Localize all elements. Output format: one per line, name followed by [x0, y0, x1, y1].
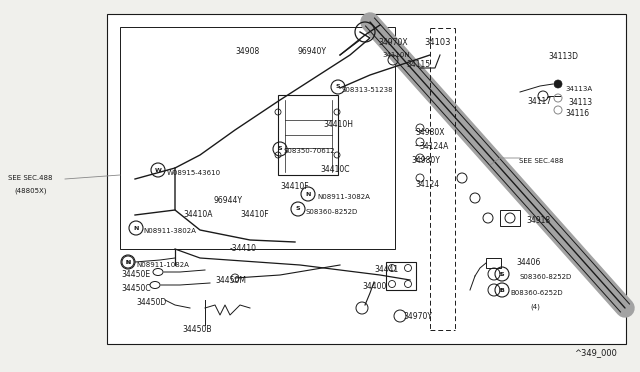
Text: B08360-6252D: B08360-6252D: [510, 290, 563, 296]
Text: 34124: 34124: [415, 180, 439, 189]
Text: N: N: [305, 192, 310, 196]
Text: N: N: [126, 260, 130, 264]
Text: 34406: 34406: [516, 258, 540, 267]
Text: S: S: [296, 206, 300, 212]
Text: 34980X: 34980X: [415, 128, 445, 137]
Text: N: N: [133, 225, 139, 231]
Text: S: S: [278, 147, 282, 151]
Text: 34450C: 34450C: [121, 284, 150, 293]
Text: 34980Y: 34980Y: [411, 156, 440, 165]
Text: 34115: 34115: [406, 60, 430, 69]
Text: 34113D: 34113D: [548, 52, 578, 61]
Text: 34970Y: 34970Y: [403, 312, 432, 321]
Text: 34410F: 34410F: [280, 182, 308, 191]
Text: B: B: [500, 288, 504, 292]
Text: SEE SEC.488: SEE SEC.488: [8, 175, 52, 181]
Text: S08360-8252D: S08360-8252D: [519, 274, 572, 280]
Text: W08915-43610: W08915-43610: [167, 170, 221, 176]
Text: 34450B: 34450B: [182, 325, 211, 334]
FancyBboxPatch shape: [386, 262, 416, 290]
FancyBboxPatch shape: [500, 210, 520, 226]
Text: 34918: 34918: [526, 216, 550, 225]
Text: B: B: [498, 288, 502, 292]
Text: 34410H: 34410H: [323, 120, 353, 129]
Text: 34908: 34908: [235, 47, 259, 56]
Text: N08911-1082A: N08911-1082A: [136, 262, 189, 268]
Text: (48805X): (48805X): [14, 187, 47, 193]
Text: 34410A: 34410A: [183, 210, 212, 219]
Circle shape: [554, 80, 562, 88]
Text: 34441: 34441: [374, 265, 398, 274]
Text: S08350-70612: S08350-70612: [284, 148, 335, 154]
Text: 34113: 34113: [568, 98, 592, 107]
Text: 34116: 34116: [565, 109, 589, 118]
Text: 96944Y: 96944Y: [214, 196, 243, 205]
FancyBboxPatch shape: [486, 258, 501, 268]
Text: 34450M: 34450M: [215, 276, 246, 285]
Text: 34450E: 34450E: [121, 270, 150, 279]
FancyBboxPatch shape: [107, 14, 626, 344]
Text: -34410: -34410: [230, 244, 257, 253]
Text: 34410C: 34410C: [320, 165, 349, 174]
Text: 34110N: 34110N: [382, 52, 410, 58]
Text: 34124A: 34124A: [419, 142, 449, 151]
Text: S08360-8252D: S08360-8252D: [305, 209, 357, 215]
Text: W: W: [155, 167, 161, 173]
Text: 34450D: 34450D: [136, 298, 166, 307]
FancyBboxPatch shape: [278, 95, 338, 175]
Text: N08911-3082A: N08911-3082A: [317, 194, 370, 200]
Text: 34400: 34400: [362, 282, 387, 291]
Text: S: S: [336, 84, 340, 90]
Text: N: N: [125, 260, 131, 264]
Text: S08313-51238: S08313-51238: [342, 87, 394, 93]
Text: 34117: 34117: [527, 97, 551, 106]
Text: ^349_000: ^349_000: [574, 348, 617, 357]
Text: 34103: 34103: [424, 38, 451, 47]
Text: S: S: [500, 272, 504, 276]
Text: N08911-3802A: N08911-3802A: [143, 228, 196, 234]
Text: 34410F: 34410F: [240, 210, 269, 219]
Text: 34970X: 34970X: [378, 38, 408, 47]
Text: 96940Y: 96940Y: [297, 47, 326, 56]
Text: S: S: [499, 272, 502, 276]
Text: (4): (4): [530, 304, 540, 311]
Text: SEE SEC.488: SEE SEC.488: [519, 158, 563, 164]
Text: 34113A: 34113A: [565, 86, 592, 92]
